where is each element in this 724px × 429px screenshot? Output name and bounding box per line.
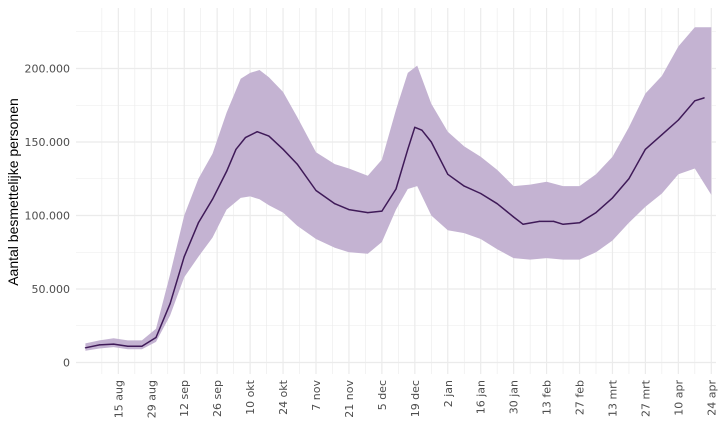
confidence-band xyxy=(85,27,712,351)
x-tick-label: 26 sep xyxy=(211,380,224,417)
series-point xyxy=(694,100,696,102)
series-point xyxy=(611,197,614,199)
series-point xyxy=(235,148,237,150)
x-tick-label: 2 jan xyxy=(442,380,455,407)
x-tick-label: 30 jan xyxy=(508,380,521,414)
x-tick-label: 19 dec xyxy=(409,380,422,417)
series-point xyxy=(141,345,143,347)
series-point xyxy=(578,222,581,224)
series-point xyxy=(628,178,630,180)
series-point xyxy=(562,223,564,225)
series-point xyxy=(296,163,298,165)
grid-major xyxy=(76,8,716,374)
x-tick-label: 12 sep xyxy=(178,380,191,417)
series-point xyxy=(367,212,369,214)
y-tick-label: 200.000 xyxy=(25,63,71,76)
series-point xyxy=(496,203,498,205)
series-point xyxy=(421,129,423,131)
series-point xyxy=(644,148,647,150)
y-axis-ticks: 0 50.000 100.000 150.000 200.000 xyxy=(25,63,71,370)
x-tick-label: 13 feb xyxy=(541,380,554,415)
series-point xyxy=(256,131,258,133)
series-point xyxy=(197,222,199,224)
series-point xyxy=(127,345,129,347)
series-point xyxy=(226,170,228,172)
y-tick-label: 100.000 xyxy=(25,210,71,223)
series-point xyxy=(113,343,115,345)
series-point xyxy=(480,192,482,195)
series-point xyxy=(84,347,86,349)
x-axis-ticks: 15 aug 29 aug 12 sep 26 sep 10 okt 24 okt 7 no… xyxy=(112,379,718,418)
series-point xyxy=(315,189,317,192)
x-tick-label: 21 nov xyxy=(343,380,356,418)
x-tick-label: 27 mrt xyxy=(639,379,652,417)
series-point xyxy=(447,173,449,175)
series-point xyxy=(661,134,663,136)
series-point xyxy=(553,220,555,222)
x-tick-label: 27 feb xyxy=(574,380,587,415)
series-point xyxy=(282,148,284,150)
series-point xyxy=(407,148,409,150)
series-point xyxy=(155,336,157,339)
series-point xyxy=(183,256,185,258)
series-point xyxy=(334,203,336,205)
x-tick-label: 5 dec xyxy=(376,380,389,410)
series-point xyxy=(463,185,465,187)
series-point xyxy=(513,216,515,218)
series-point xyxy=(395,188,397,190)
series-point xyxy=(268,135,270,137)
y-tick-label: 50.000 xyxy=(32,283,71,296)
series-point xyxy=(538,220,541,222)
y-axis-title: Aantal besmettelijke personen xyxy=(5,98,21,286)
series-point xyxy=(703,97,705,99)
series-point xyxy=(430,141,432,143)
x-tick-label: 10 apr xyxy=(672,380,685,416)
series-point xyxy=(381,210,383,212)
x-tick-label: 7 nov xyxy=(310,380,323,411)
x-tick-label: 16 jan xyxy=(475,380,488,414)
series-point xyxy=(211,198,214,200)
series-point xyxy=(677,119,680,121)
series-point xyxy=(414,126,416,128)
series-point xyxy=(522,223,524,225)
series-point xyxy=(595,212,597,214)
confidence-band-layer xyxy=(85,27,712,351)
series-point xyxy=(244,137,246,139)
x-tick-label: 29 aug xyxy=(145,380,158,418)
series-point xyxy=(98,344,101,346)
series-point xyxy=(348,209,350,211)
x-tick-label: 13 mrt xyxy=(606,379,619,417)
x-tick-label: 10 okt xyxy=(244,379,257,415)
series-layer xyxy=(84,97,705,349)
x-tick-label: 24 apr xyxy=(705,380,718,416)
x-tick-label: 24 okt xyxy=(277,379,290,415)
y-tick-label: 150.000 xyxy=(25,136,71,149)
series-point xyxy=(169,303,171,305)
x-tick-label: 15 aug xyxy=(112,380,125,418)
y-tick-label: 0 xyxy=(63,357,70,370)
